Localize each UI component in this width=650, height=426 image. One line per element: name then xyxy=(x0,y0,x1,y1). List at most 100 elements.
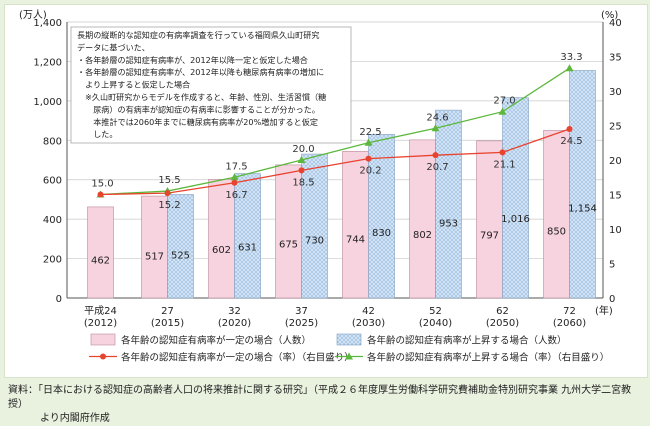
point-constant-rate xyxy=(164,190,171,197)
legend-label: 各年齢の認知症有病率が上昇する場合（率）（右目盛り） xyxy=(367,352,609,364)
point-rising-rate xyxy=(431,124,440,132)
y-left-tick-label: 1,200 xyxy=(33,57,62,68)
bar-constant-rate xyxy=(208,179,235,299)
point-rising-rate-label: 22.5 xyxy=(359,127,381,138)
point-constant-rate xyxy=(432,152,439,159)
bar-constant-rate-label: 675 xyxy=(279,239,298,250)
bar-rising-rate-label: 730 xyxy=(305,235,324,246)
x-tick-year: (2012) xyxy=(84,318,117,329)
note-box xyxy=(70,26,352,144)
bar-rising-rate-label: 830 xyxy=(372,228,391,239)
point-rising-rate-label: 20.0 xyxy=(292,144,314,155)
x-tick-year: (2040) xyxy=(419,318,452,329)
point-constant-rate-label: 20.2 xyxy=(359,166,381,177)
point-constant-rate-label: 24.5 xyxy=(560,136,582,147)
x-tick-era: 32 xyxy=(228,306,241,317)
point-rising-rate-label: 15.0 xyxy=(91,179,113,190)
y-right-tick-label: 10 xyxy=(609,225,622,236)
bar-rising-rate-label: 631 xyxy=(238,243,257,254)
note-line: した。 xyxy=(77,129,117,139)
point-constant-rate xyxy=(298,167,305,174)
y-right-tick-label: 0 xyxy=(609,294,615,305)
y-right-tick-label: 25 xyxy=(609,122,622,133)
bar-constant-rate xyxy=(543,130,570,299)
point-constant-rate-label: 18.5 xyxy=(292,177,314,188)
y-left-tick-label: 400 xyxy=(43,215,62,226)
y-right-unit: (%) xyxy=(601,10,618,21)
point-constant-rate xyxy=(566,125,573,132)
note-line: ・各年齢層の認知症有病率が、2012年以降一定と仮定した場合 xyxy=(77,55,308,65)
bar-constant-rate xyxy=(409,139,436,299)
bar-constant-rate xyxy=(141,195,168,299)
bar-rising-rate-label: 1,154 xyxy=(568,204,597,215)
note-line: データに基づいた、 xyxy=(77,42,150,52)
x-tick-era: 42 xyxy=(362,306,375,317)
x-tick-year: (2060) xyxy=(553,318,586,329)
bar-rising-rate-label: 1,016 xyxy=(501,214,530,225)
x-tick-year: (2030) xyxy=(352,318,385,329)
y-right-tick-label: 15 xyxy=(609,191,622,202)
point-rising-rate xyxy=(230,173,239,181)
point-constant-rate xyxy=(231,179,238,186)
bar-rising-rate xyxy=(435,109,462,299)
note-line: 長期の縦断的な認知症の有病率調査を行っている福岡県久山町研究 xyxy=(77,30,319,40)
y-left-tick-label: 1,000 xyxy=(33,97,62,108)
point-rising-rate xyxy=(297,156,306,163)
point-constant-rate-label: 15.2 xyxy=(158,200,180,211)
y-right-tick-label: 35 xyxy=(609,53,622,64)
source-line-2: より内閣府作成 xyxy=(40,413,110,424)
point-constant-rate xyxy=(97,191,104,198)
legend-label: 各年齢の認知症有病率が上昇する場合（人数） xyxy=(367,335,567,347)
x-unit: (年) xyxy=(595,304,613,317)
y-right-tick-label: 20 xyxy=(609,156,622,167)
bar-constant-rate-label: 517 xyxy=(145,251,164,262)
y-left-tick-label: 1,400 xyxy=(33,18,62,29)
y-right-tick-label: 5 xyxy=(609,260,615,271)
bar-constant-rate xyxy=(476,140,503,299)
x-tick-era: 72 xyxy=(563,306,576,317)
chart-card: 0 200 400 600 800 1,000 1,200 1,400 0 5 10 15 20 25 30… xyxy=(4,4,648,378)
y-right-tick-label: 40 xyxy=(609,18,622,29)
chart-svg: 0 200 400 600 800 1,000 1,200 1,400 0 5 10 15 20 25 30… xyxy=(19,9,622,364)
point-rising-rate-label: 33.3 xyxy=(560,52,582,63)
x-tick-era: 27 xyxy=(161,306,174,317)
x-tick-year: (2025) xyxy=(285,318,318,329)
bar-constant-rate-label: 744 xyxy=(346,234,365,245)
bar-rising-rate xyxy=(368,134,395,299)
bar-rising-rate xyxy=(569,70,596,299)
x-tick-year: (2020) xyxy=(218,318,251,329)
point-rising-rate xyxy=(565,64,574,72)
note-line: ・各年齢層の認知症有病率が、2012年以降も糖尿病有病率の増加に xyxy=(77,67,324,77)
point-constant-rate-label: 16.7 xyxy=(225,190,247,201)
bar-rising-rate xyxy=(234,173,261,299)
source-line-1: 資料：「日本における認知症の高齢者人口の将来推計に関する研究」（平成２６年度厚生… xyxy=(8,385,632,410)
y-right-tick-label: 30 xyxy=(609,87,622,98)
bar-constant-rate xyxy=(87,206,114,299)
note-line: 尿病）の有病率が認知症の有病率に影響することが分かった。 xyxy=(77,104,320,114)
note-line: より上昇すると仮定した場合 xyxy=(77,80,190,90)
bar-rising-rate-label: 953 xyxy=(439,219,458,230)
point-constant-rate xyxy=(499,149,506,156)
bar-constant-rate xyxy=(275,164,302,299)
y-left-unit: (万人) xyxy=(19,9,47,21)
legend-label: 各年齢の認知症有病率が一定の場合（人数） xyxy=(121,335,311,347)
note-line: ※久山町研究からモデルを作成すると、年齢、性別、生活習慣（糖 xyxy=(77,92,326,102)
bar-constant-rate-label: 850 xyxy=(547,226,566,237)
bar-constant-rate-label: 462 xyxy=(91,255,110,266)
point-rising-rate-label: 24.6 xyxy=(426,112,448,123)
point-rising-rate xyxy=(364,138,373,146)
x-tick-year: (2050) xyxy=(486,318,519,329)
point-rising-rate-label: 27.0 xyxy=(493,96,515,107)
x-tick-era: 52 xyxy=(429,306,442,317)
point-rising-rate xyxy=(498,107,507,115)
legend-label: 各年齢の認知症有病率が一定の場合（率）（右目盛り） xyxy=(121,352,354,364)
bar-rising-rate-label: 525 xyxy=(171,251,190,262)
source-note: 資料：「日本における認知症の高齢者人口の将来推計に関する研究」（平成２６年度厚生… xyxy=(8,384,644,426)
x-tick-era: 37 xyxy=(295,306,308,317)
y-left-tick-label: 200 xyxy=(43,255,62,266)
point-constant-rate-label: 20.7 xyxy=(426,162,448,173)
line-constant-rate xyxy=(100,128,570,196)
bar-constant-rate xyxy=(342,151,369,299)
bar-constant-rate-label: 602 xyxy=(212,245,231,256)
point-constant-rate xyxy=(365,155,372,162)
